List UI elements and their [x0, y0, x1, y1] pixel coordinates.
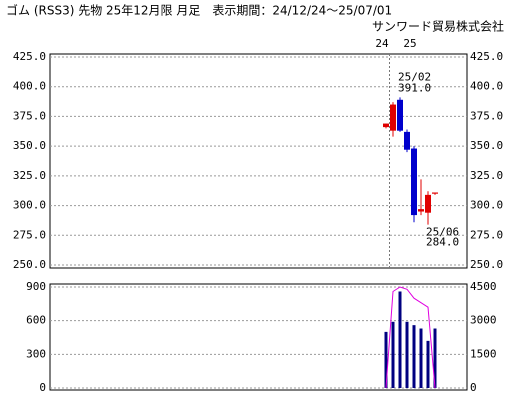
volume-frame [49, 283, 468, 391]
volume-bar [426, 340, 430, 388]
candle-body [411, 148, 417, 216]
line-series [385, 286, 436, 389]
y-tick-label: 425.0 [13, 50, 46, 63]
y-tick-label: 375.0 [470, 109, 503, 122]
y-tick-label: 325.0 [13, 169, 46, 182]
candle-body [425, 194, 431, 213]
candle-body [397, 99, 403, 131]
y-tick-label: 275.0 [470, 228, 503, 241]
volume-bar [412, 325, 416, 388]
y-tick-label: 425.0 [470, 50, 503, 63]
price-frame [49, 53, 468, 269]
y-tick-label: 600 [26, 314, 46, 327]
volume-bar [384, 331, 388, 388]
y-tick-label: 400.0 [13, 80, 46, 93]
annotation-value: 391.0 [398, 81, 431, 94]
volume-bar [391, 321, 395, 388]
y-tick-label: 300 [26, 347, 46, 360]
y-tick-label: 300.0 [13, 199, 46, 212]
y-tick-label: 250.0 [470, 258, 503, 271]
y-tick-label: 325.0 [470, 169, 503, 182]
x-tick-label: 25 [403, 37, 416, 50]
y-tick-label: 0 [39, 381, 46, 394]
y-tick-label: 375.0 [13, 109, 46, 122]
volume-bar [433, 328, 437, 388]
candle-body [390, 104, 396, 131]
volume-bar [405, 321, 409, 388]
candle-body [432, 192, 438, 194]
annotation-date: 25/06 [426, 226, 459, 239]
y-tick-label: 250.0 [13, 258, 46, 271]
y2-tick-label: 1500 [470, 347, 497, 360]
candle-body [404, 131, 410, 150]
annotation-value: 284.0 [426, 236, 459, 249]
candle-body [418, 209, 424, 212]
y-tick-label: 275.0 [13, 228, 46, 241]
chart-subtitle: サンワード貿易株式会社 [372, 19, 504, 34]
y2-tick-label: 4500 [470, 280, 497, 293]
y-tick-label: 350.0 [13, 139, 46, 152]
y-tick-label: 900 [26, 280, 46, 293]
y-tick-label: 350.0 [470, 139, 503, 152]
y2-tick-label: 0 [470, 381, 477, 394]
annotation-date: 25/02 [398, 70, 431, 83]
y-tick-label: 300.0 [470, 199, 503, 212]
volume-bar [398, 291, 402, 388]
volume-bar [419, 328, 423, 388]
chart-title: ゴム (RSS3) 先物 25年12月限 月足 表示期間：24/12/24～25… [6, 3, 392, 18]
y2-tick-label: 3000 [470, 314, 497, 327]
candle-body [383, 123, 389, 128]
x-tick-label: 24 [375, 37, 389, 50]
y-tick-label: 400.0 [470, 80, 503, 93]
